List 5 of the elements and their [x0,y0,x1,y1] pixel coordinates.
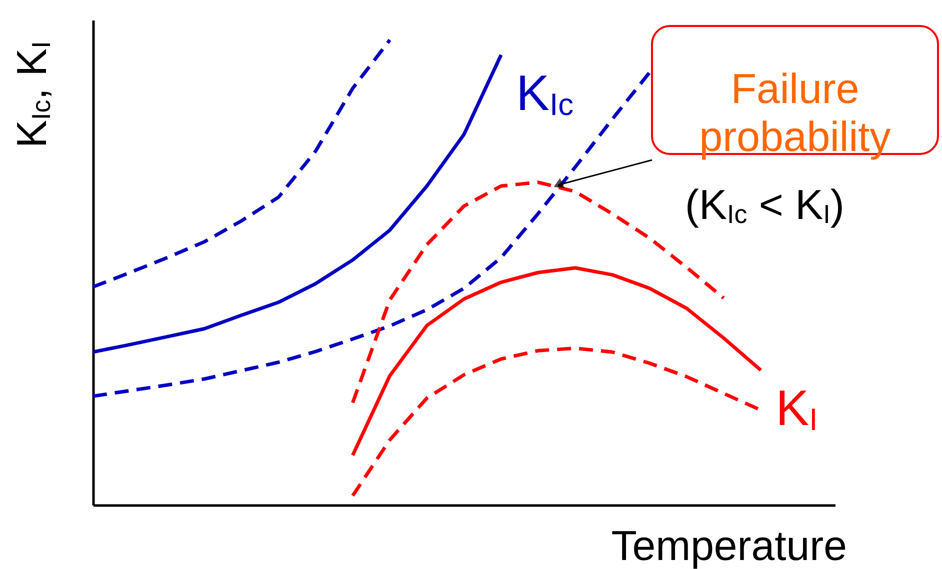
annotation: Failure probability [699,65,891,160]
series-label: KI [776,380,818,438]
y-axis-title: KIc, KI [8,41,56,148]
x-axis-title: Temperature [611,522,847,569]
series-label: KIc [516,64,574,122]
